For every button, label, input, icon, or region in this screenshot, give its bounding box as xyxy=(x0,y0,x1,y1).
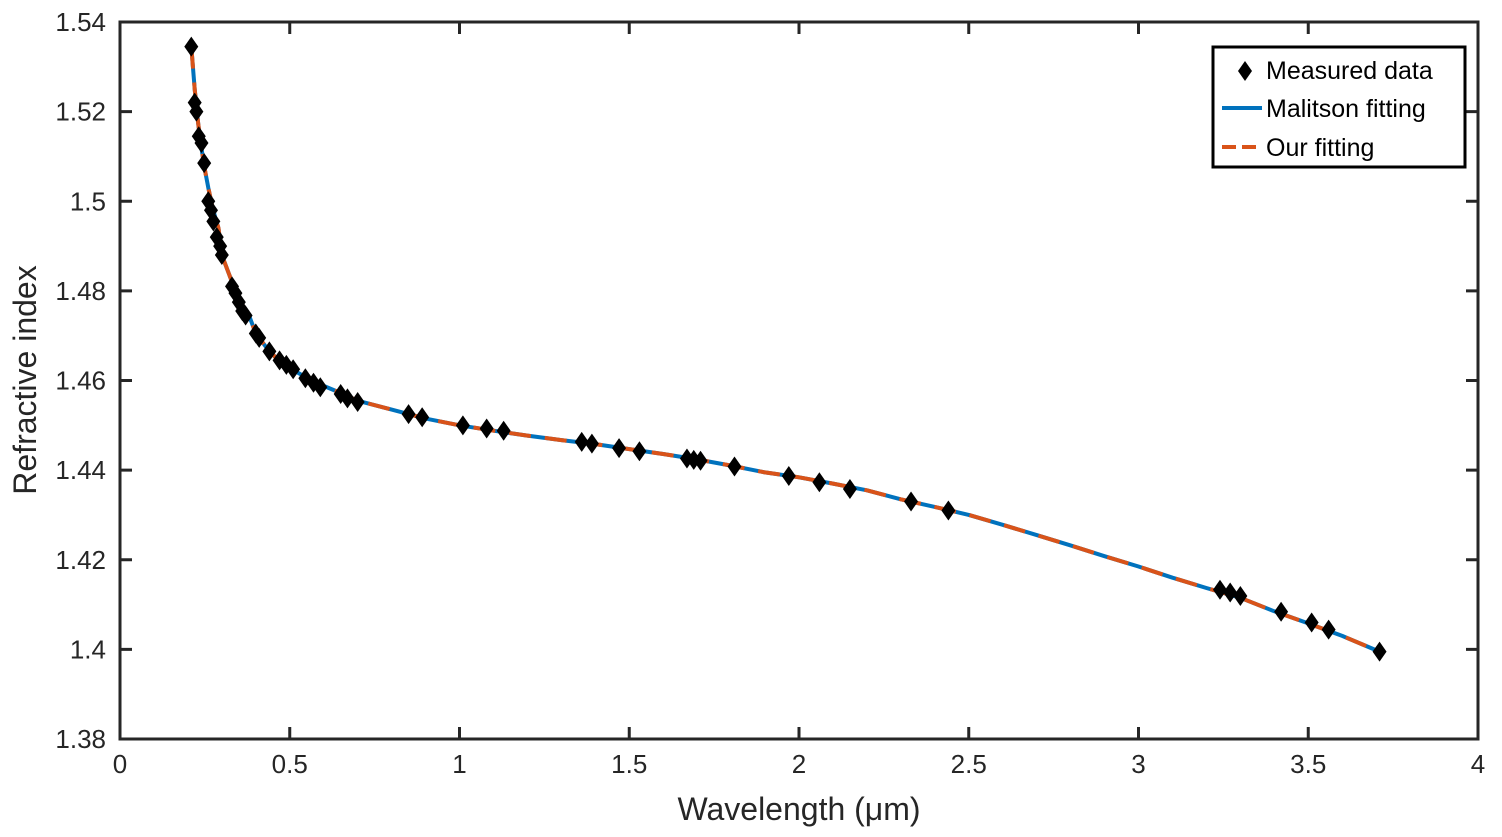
data-point xyxy=(1304,612,1319,633)
data-point xyxy=(612,438,627,459)
data-point xyxy=(632,441,647,462)
axes-layer: 0 0.5 1 1.5 2 2.5 3 3.5 41.381.41.421.441.461.48… xyxy=(55,7,1485,779)
x-tick-label: 4 xyxy=(1471,749,1485,779)
data-point xyxy=(496,420,511,441)
x-tick-label: 2.5 xyxy=(951,749,987,779)
data-point xyxy=(574,431,589,452)
data-point xyxy=(584,433,599,454)
legend: Measured data Malitson fitting Our fitti… xyxy=(1211,45,1467,169)
data-point xyxy=(812,472,827,493)
curves-layer xyxy=(189,46,1381,654)
data-point xyxy=(194,132,209,153)
data-point xyxy=(262,341,277,362)
series-line-2 xyxy=(189,46,1381,654)
y-tick-label: 1.38 xyxy=(55,724,106,754)
legend-label-malitson: Malitson fitting xyxy=(1266,95,1426,123)
data-point xyxy=(286,359,301,380)
data-point xyxy=(206,211,221,232)
data-point xyxy=(904,491,919,512)
data-point xyxy=(479,418,494,439)
x-tick-label: 0.5 xyxy=(272,749,308,779)
data-point xyxy=(401,404,416,425)
y-tick-label: 1.48 xyxy=(55,276,106,306)
x-tick-label: 1 xyxy=(452,749,466,779)
y-tick-label: 1.5 xyxy=(70,186,106,216)
legend-label-measured: Measured data xyxy=(1266,57,1433,85)
data-point xyxy=(693,450,708,471)
data-point xyxy=(941,500,956,521)
data-point xyxy=(1212,579,1227,600)
data-point xyxy=(1223,582,1238,603)
data-point xyxy=(350,392,365,413)
data-point xyxy=(727,456,742,477)
y-tick-label: 1.52 xyxy=(55,97,106,127)
data-point xyxy=(197,153,212,174)
data-point xyxy=(189,101,204,122)
data-point xyxy=(1321,619,1336,640)
x-axis-title: Wavelength (μm) xyxy=(677,791,920,827)
x-tick-label: 2 xyxy=(792,749,806,779)
data-point xyxy=(313,377,328,398)
data-point xyxy=(1372,641,1387,662)
data-point xyxy=(842,478,857,499)
data-point xyxy=(1233,586,1248,607)
y-tick-label: 1.42 xyxy=(55,545,106,575)
data-point xyxy=(1274,601,1289,622)
y-axis-title: Refractive index xyxy=(7,265,43,494)
legend-diamond-marker xyxy=(1238,61,1252,81)
markers-layer xyxy=(184,36,1387,662)
y-tick-label: 1.54 xyxy=(55,7,106,37)
data-point xyxy=(252,327,267,348)
data-point xyxy=(214,245,229,266)
x-tick-label: 3.5 xyxy=(1290,749,1326,779)
legend-label-our-fitting: Our fitting xyxy=(1266,134,1374,162)
data-point xyxy=(781,465,796,486)
x-tick-label: 0 xyxy=(113,749,127,779)
data-point xyxy=(238,305,253,326)
x-tick-label: 3 xyxy=(1131,749,1145,779)
data-point xyxy=(340,388,355,409)
y-tick-label: 1.46 xyxy=(55,366,106,396)
y-tick-label: 1.4 xyxy=(70,634,106,664)
x-tick-label: 1.5 xyxy=(611,749,647,779)
data-point xyxy=(455,415,470,436)
data-point xyxy=(184,36,199,57)
y-tick-label: 1.44 xyxy=(55,455,106,485)
data-point xyxy=(415,407,430,428)
series-line-1 xyxy=(189,46,1381,654)
